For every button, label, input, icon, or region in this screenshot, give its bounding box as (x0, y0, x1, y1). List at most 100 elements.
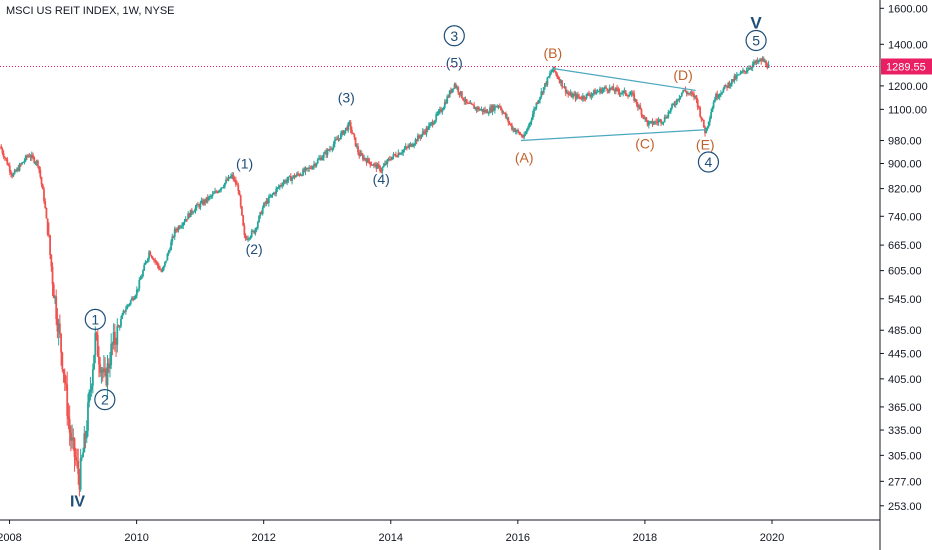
candle-body (459, 91, 462, 95)
candle-body (705, 128, 708, 134)
candle-body (227, 176, 230, 181)
candle-body (401, 152, 403, 154)
candle-body (313, 163, 315, 167)
candle-body (729, 83, 732, 87)
candle-body (182, 222, 185, 226)
wave-label: 1 (91, 311, 99, 327)
candle-body (398, 152, 401, 155)
candle-body (376, 164, 379, 169)
candle-body (458, 92, 461, 95)
price-tick-label: 405.00 (888, 374, 922, 386)
candle-body (605, 87, 607, 89)
candle-body (22, 162, 25, 164)
candle-body (275, 188, 278, 194)
candle-body (562, 86, 565, 88)
candle-body (665, 117, 667, 119)
candle-body (63, 373, 66, 384)
candle-body (57, 323, 60, 332)
wave-label: IV (70, 493, 85, 510)
candle-body (431, 122, 434, 125)
candle-body (293, 175, 296, 178)
candle-body (456, 87, 458, 89)
wave-label: (4) (373, 171, 390, 187)
price-tick-label: 335.00 (888, 425, 922, 437)
candle-body (170, 242, 172, 251)
candle-body (630, 92, 633, 95)
candle-body (434, 120, 436, 124)
candle-body (231, 174, 234, 176)
candle-body (382, 165, 385, 168)
wave-label: V (750, 13, 762, 32)
candle-body (493, 105, 496, 111)
candle-body (85, 430, 88, 439)
candle-body (449, 90, 452, 93)
candle-body (588, 93, 590, 96)
candle-body (672, 103, 675, 105)
candle-body (209, 196, 212, 198)
candle-body (135, 289, 138, 296)
candle-body (336, 139, 339, 141)
candle-body (315, 163, 318, 166)
candle-body (366, 158, 369, 163)
candle-body (342, 130, 345, 135)
candle-body (288, 175, 291, 177)
candle-body (474, 107, 477, 109)
candle-body (540, 91, 543, 98)
candle-body (322, 153, 325, 158)
candle-body (757, 60, 760, 63)
candle-body (36, 160, 39, 167)
candle-body (710, 112, 713, 119)
candle-body (258, 215, 260, 223)
candle-body (413, 144, 416, 146)
candle-body (399, 153, 402, 155)
candle-body (82, 452, 84, 458)
candle-body (441, 110, 444, 112)
candle-body (412, 145, 414, 147)
candle-body (650, 120, 653, 122)
candle-body (34, 162, 37, 164)
candle-body (143, 264, 146, 271)
candle-body (116, 325, 119, 345)
candle-body (193, 211, 196, 213)
price-axis[interactable]: 1600.00 1400.00 1200.00 1100.00 980.00 900.00… (879, 0, 928, 550)
candle-body (564, 86, 567, 93)
candle-body (623, 90, 626, 92)
candle-body (402, 149, 405, 153)
candle-body (432, 123, 435, 125)
candle-body (622, 90, 625, 94)
price-tick-label: 820.00 (888, 184, 922, 196)
candle-body (71, 437, 73, 441)
candle-body (127, 304, 130, 306)
candle-body (372, 163, 375, 166)
candle-body (333, 139, 336, 145)
candle-body (463, 100, 466, 102)
candle-body (602, 88, 605, 90)
candle-body (712, 102, 715, 108)
candle-body (285, 180, 287, 183)
candle-body (627, 95, 629, 97)
candle-body (506, 117, 508, 119)
candle-body (546, 77, 549, 85)
candle-body (497, 106, 500, 108)
candle-body (139, 278, 142, 281)
candle-body (294, 175, 297, 178)
candle-body (690, 92, 693, 94)
candle-body (68, 419, 71, 433)
price-tick-label: 1600.00 (888, 3, 928, 15)
candle-body (329, 148, 331, 151)
candle-body (204, 199, 207, 203)
price-tick-label: 277.00 (888, 476, 922, 488)
time-axis[interactable]: 2008 2010 2012 2014 2016 2018 2020 (0, 519, 880, 544)
candle-body (603, 87, 606, 89)
candle-body (144, 262, 147, 265)
candle-body (696, 99, 699, 108)
candle-body (289, 175, 292, 182)
candle-body (575, 94, 578, 99)
candle-body (237, 184, 240, 192)
last-price-label: 1289.55 (886, 61, 926, 73)
candle-body (243, 225, 246, 236)
candle-body (109, 364, 111, 369)
price-tick-label: 900.00 (888, 158, 922, 170)
candle-body (531, 114, 534, 120)
